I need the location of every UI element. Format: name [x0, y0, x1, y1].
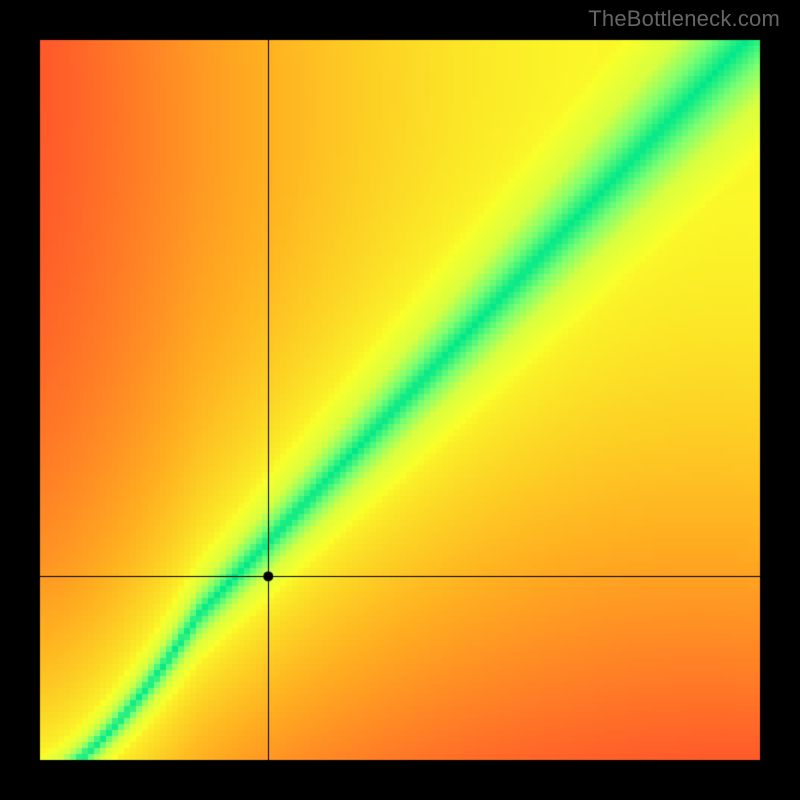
heatmap-canvas	[0, 0, 800, 800]
watermark-text: TheBottleneck.com	[588, 6, 780, 32]
